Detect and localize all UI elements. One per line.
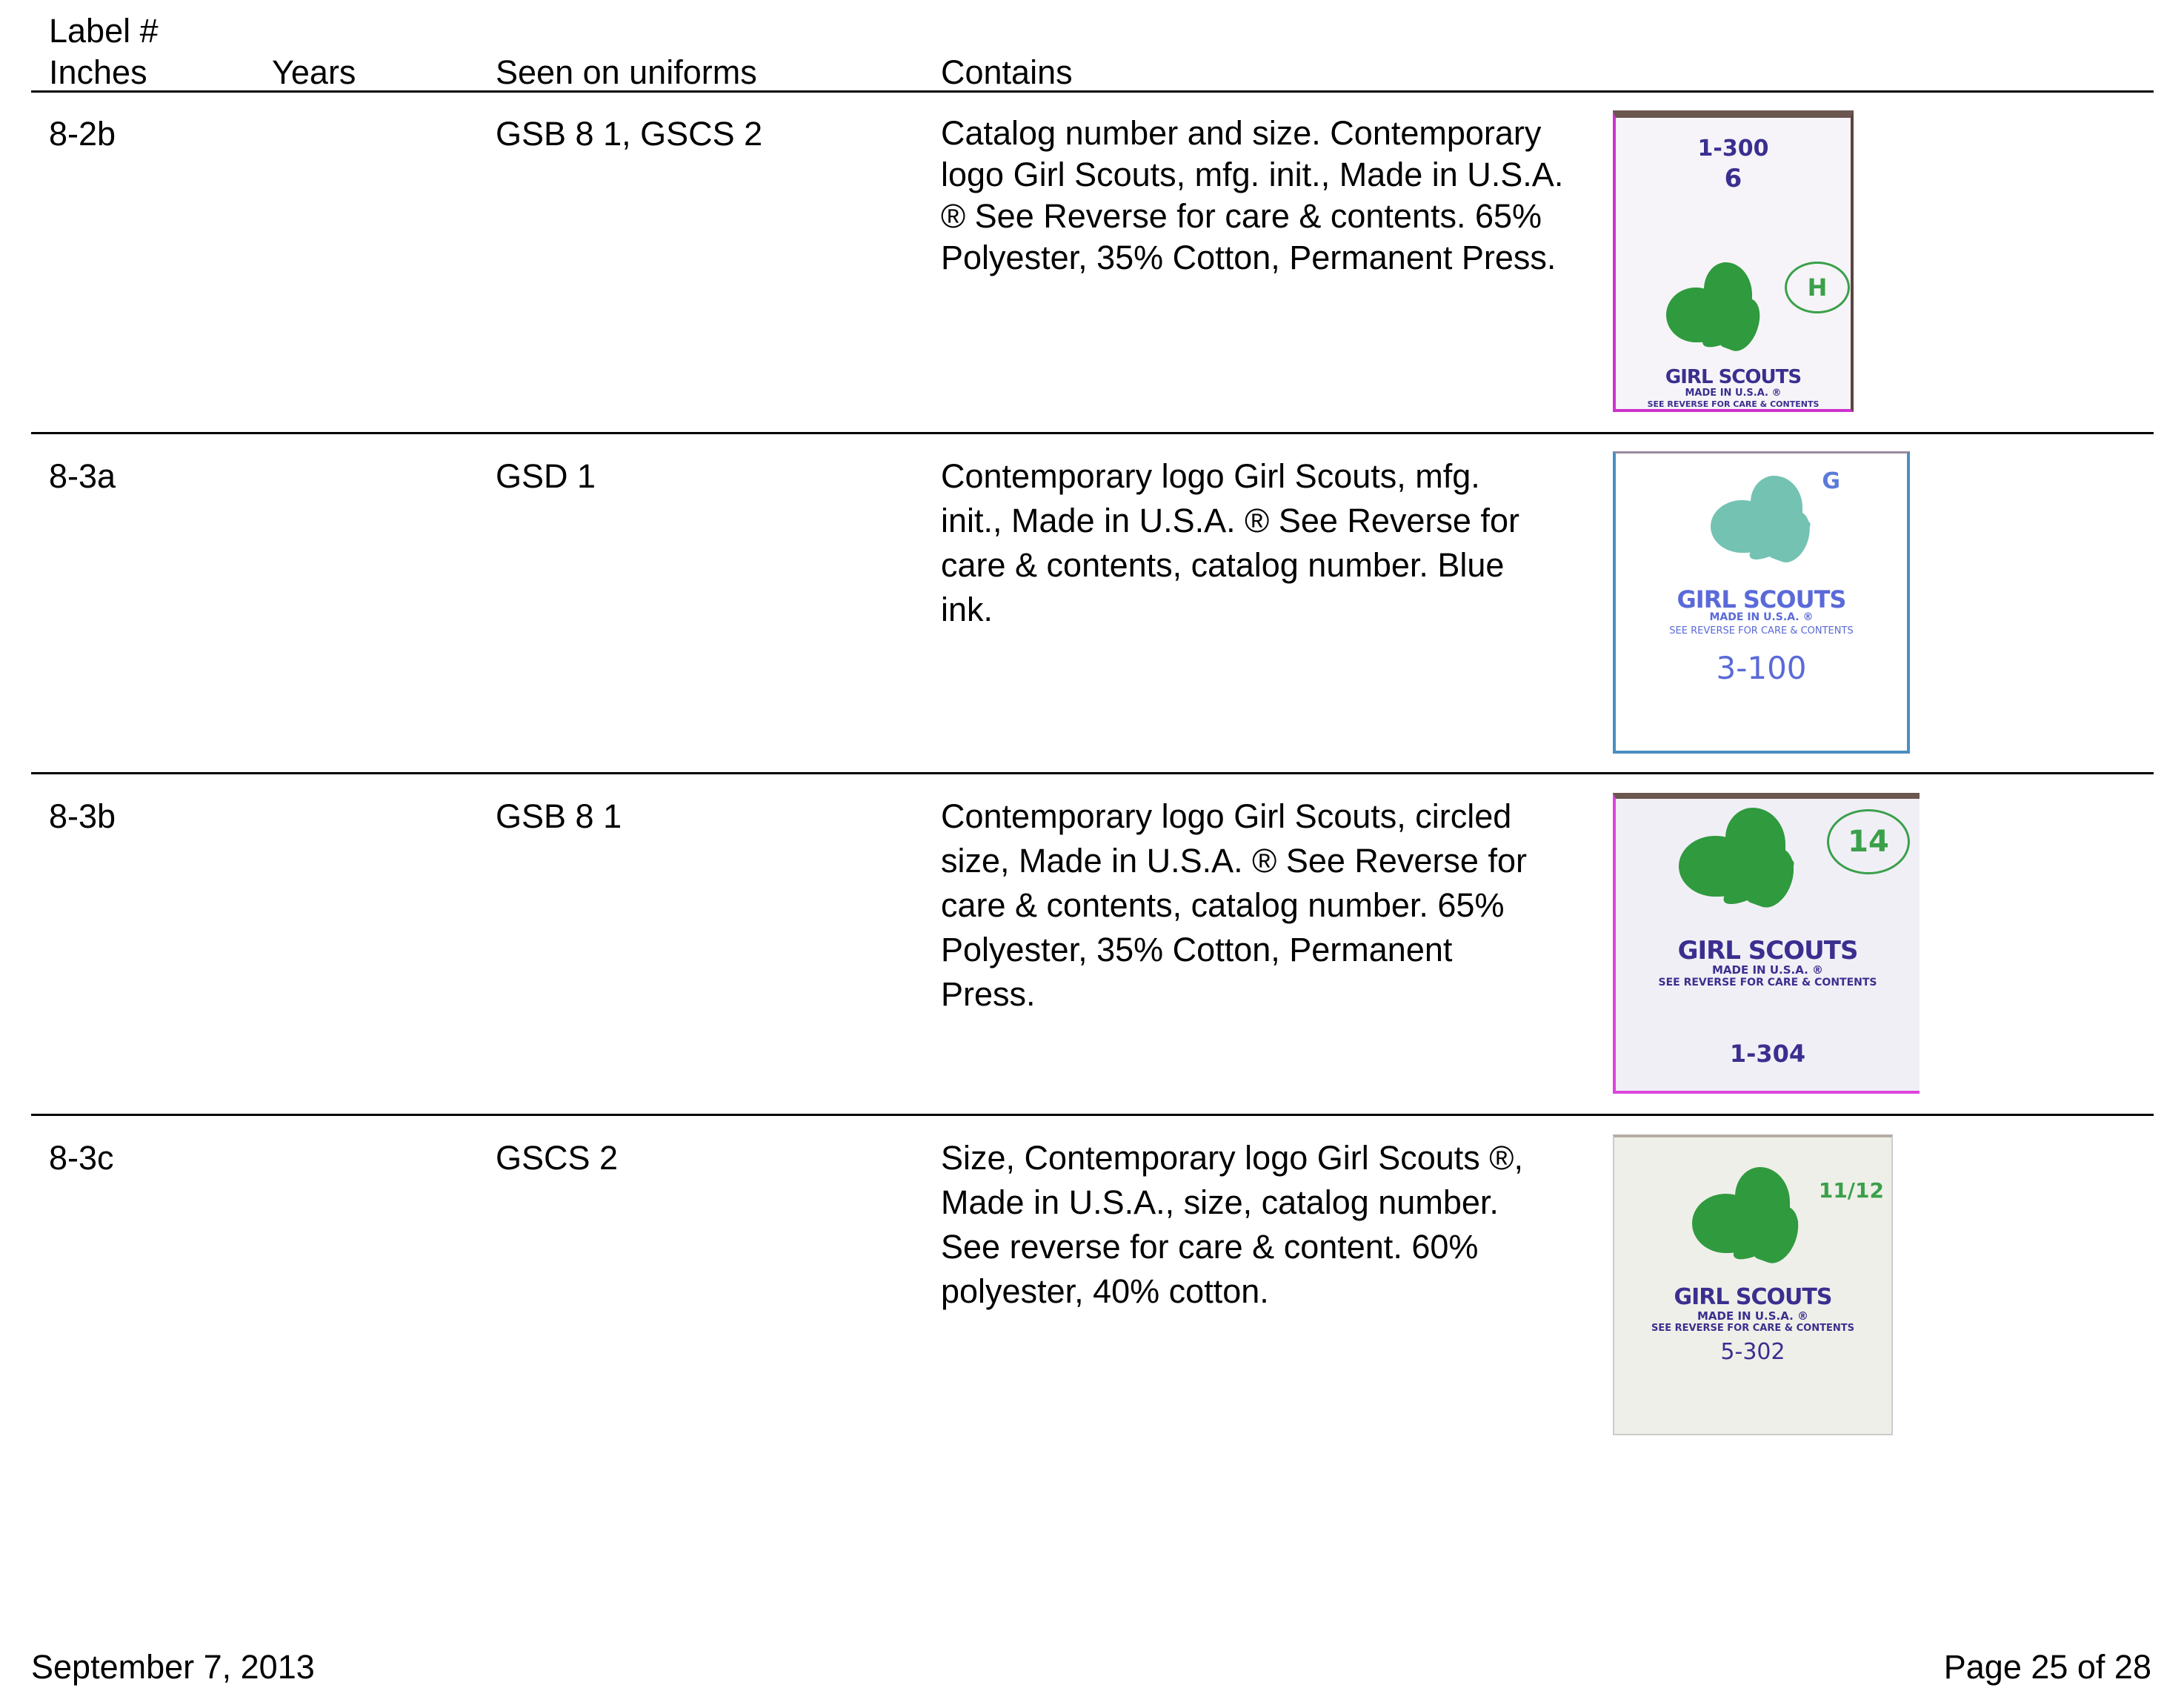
contains-line: ® See Reverse for care & contents. 65%: [941, 197, 1542, 235]
tag-size: 11/12: [1818, 1178, 1884, 1203]
divider: [31, 90, 2154, 93]
header-years: Years: [272, 53, 356, 91]
tag-catalog: 3-100: [1716, 650, 1807, 686]
label-number: 8-3a: [49, 457, 116, 495]
tag-made: MADE IN U.S.A. ®: [1697, 1309, 1808, 1323]
contains: Catalog number and size. Contemporary lo…: [941, 113, 1563, 279]
page-number: Page 25 of 28: [1943, 1648, 2151, 1686]
trefoil-logo-icon: [1711, 476, 1825, 572]
header-inches: Inches: [49, 53, 147, 91]
contains-line: Contemporary logo Girl Scouts, circled: [941, 797, 1512, 835]
tag-size: G: [1822, 468, 1840, 494]
contains-line: Press.: [941, 975, 1036, 1013]
seen-on-uniforms: GSB 8 1, GSCS 2: [496, 115, 763, 153]
divider: [31, 772, 2154, 774]
tag-size: 6: [1724, 164, 1742, 193]
tag-circled-size: H: [1785, 262, 1850, 313]
contains-line: Polyester, 35% Cotton, Permanent: [941, 931, 1453, 968]
contains-line: init., Made in U.S.A. ® See Reverse for: [941, 502, 1519, 539]
contains-line: care & contents, catalog number. Blue: [941, 546, 1505, 584]
label-photo: 1-300 6 H GIRL SCOUTS MADE IN U.S.A. ® S…: [1613, 110, 1854, 412]
tag-brand: GIRL SCOUTS: [1677, 585, 1847, 614]
contains-line: care & contents, catalog number. 65%: [941, 886, 1505, 924]
tag-catalog: 1-304: [1729, 1040, 1806, 1068]
divider: [31, 1114, 2154, 1116]
seen-on-uniforms: GSD 1: [496, 457, 596, 495]
contains-line: Polyester, 35% Cotton, Permanent Press.: [941, 239, 1557, 276]
tag-brand: GIRL SCOUTS: [1674, 1284, 1832, 1310]
label-photo: 11/12 GIRL SCOUTS MADE IN U.S.A. ® SEE R…: [1613, 1134, 1893, 1435]
label-photo: 14 GIRL SCOUTS MADE IN U.S.A. ® SEE REVE…: [1613, 793, 1920, 1094]
label-number: 8-3c: [49, 1139, 114, 1177]
tag-brand: GIRL SCOUTS: [1677, 936, 1859, 966]
tag-reverse: SEE REVERSE FOR CARE & CONTENTS: [1669, 625, 1854, 637]
trefoil-logo-icon: [1692, 1167, 1814, 1275]
footer-date: September 7, 2013: [31, 1648, 315, 1686]
tag-brand: GIRL SCOUTS: [1665, 366, 1802, 388]
header-label: Label #: [49, 12, 159, 50]
trefoil-logo-icon: [1679, 808, 1812, 919]
contains-line: size, Made in U.S.A. ® See Reverse for: [941, 842, 1527, 880]
contains: Size, Contemporary logo Girl Scouts ®, M…: [941, 1136, 1523, 1314]
tag-catalog: 5-302: [1720, 1339, 1785, 1365]
tag-reverse: SEE REVERSE FOR CARE & CONTENTS: [1647, 399, 1820, 409]
divider: [31, 432, 2154, 434]
contains: Contemporary logo Girl Scouts, mfg. init…: [941, 454, 1519, 632]
contains: Contemporary logo Girl Scouts, circled s…: [941, 794, 1527, 1017]
contains-line: Catalog number and size. Contemporary: [941, 114, 1542, 152]
tag-catalog: 1-300: [1697, 136, 1769, 162]
tag-made: MADE IN U.S.A. ®: [1712, 963, 1823, 977]
contains-line: Size, Contemporary logo Girl Scouts ®,: [941, 1139, 1523, 1177]
contains-line: ink.: [941, 591, 993, 628]
seen-on-uniforms: GSCS 2: [496, 1139, 619, 1177]
label-photo: G GIRL SCOUTS MADE IN U.S.A. ® SEE REVER…: [1613, 451, 1910, 754]
tag-circled-size: 14: [1827, 809, 1910, 874]
tag-reverse: SEE REVERSE FOR CARE & CONTENTS: [1658, 977, 1877, 988]
label-number: 8-2b: [49, 115, 116, 153]
header-seen: Seen on uniforms: [496, 53, 757, 91]
contains-line: Made in U.S.A., size, catalog number.: [941, 1183, 1499, 1221]
tag-made: MADE IN U.S.A. ®: [1685, 388, 1782, 399]
header-contains: Contains: [941, 53, 1073, 91]
trefoil-logo-icon: [1666, 262, 1774, 362]
tag-reverse: SEE REVERSE FOR CARE & CONTENTS: [1651, 1323, 1854, 1334]
contains-line: logo Girl Scouts, mfg. init., Made in U.…: [941, 156, 1564, 193]
seen-on-uniforms: GSB 8 1: [496, 797, 622, 835]
contains-line: Contemporary logo Girl Scouts, mfg.: [941, 457, 1480, 495]
label-number: 8-3b: [49, 797, 116, 835]
contains-line: See reverse for care & content. 60%: [941, 1228, 1479, 1266]
tag-made: MADE IN U.S.A. ®: [1709, 611, 1814, 623]
contains-line: polyester, 40% cotton.: [941, 1272, 1269, 1310]
